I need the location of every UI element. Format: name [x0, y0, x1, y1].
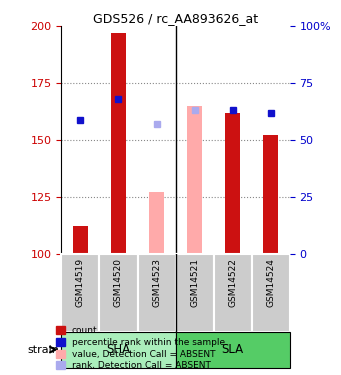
Bar	[187, 106, 202, 254]
FancyBboxPatch shape	[252, 254, 290, 332]
Text: GSM14521: GSM14521	[190, 258, 199, 307]
FancyBboxPatch shape	[137, 254, 176, 332]
Text: GSM14519: GSM14519	[76, 258, 85, 307]
Bar	[225, 113, 240, 254]
Text: GSM14520: GSM14520	[114, 258, 123, 307]
Text: SHA: SHA	[106, 343, 131, 356]
Bar	[149, 192, 164, 254]
Legend: count, percentile rank within the sample, value, Detection Call = ABSENT, rank, : count, percentile rank within the sample…	[56, 326, 225, 370]
FancyBboxPatch shape	[176, 332, 290, 368]
Text: GSM14524: GSM14524	[266, 258, 275, 306]
Bar	[73, 226, 88, 254]
FancyBboxPatch shape	[214, 254, 252, 332]
Title: GDS526 / rc_AA893626_at: GDS526 / rc_AA893626_at	[93, 12, 258, 25]
Text: strain: strain	[28, 345, 59, 355]
FancyBboxPatch shape	[61, 332, 176, 368]
Bar	[111, 33, 126, 254]
FancyBboxPatch shape	[176, 254, 214, 332]
Text: GSM14522: GSM14522	[228, 258, 237, 306]
FancyBboxPatch shape	[61, 254, 100, 332]
Text: SLA: SLA	[222, 343, 244, 356]
FancyBboxPatch shape	[100, 254, 137, 332]
Text: GSM14523: GSM14523	[152, 258, 161, 307]
Bar	[263, 135, 278, 254]
